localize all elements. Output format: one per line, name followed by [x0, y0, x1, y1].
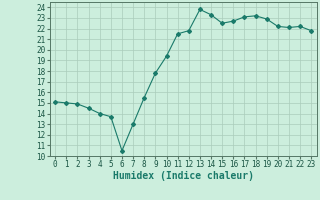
X-axis label: Humidex (Indice chaleur): Humidex (Indice chaleur)	[113, 171, 254, 181]
